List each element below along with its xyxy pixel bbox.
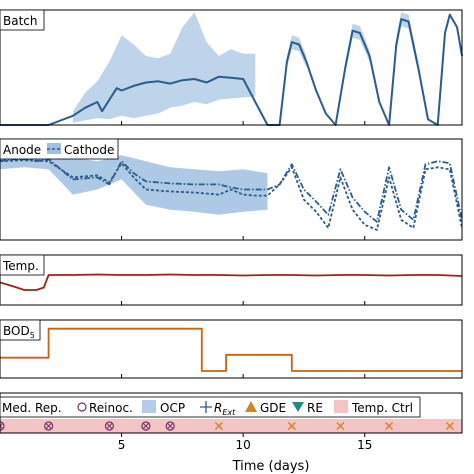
reinoc-cross-2 — [45, 423, 52, 429]
reinoc-marker-4 — [141, 421, 151, 431]
panels-group: Batch Anode Cathode Temp. BOD5 — [0, 9, 463, 379]
legend-ocp-swatch — [142, 400, 156, 413]
reinoc-marker-1 — [0, 421, 5, 431]
legend-gde-icon — [245, 401, 257, 412]
legend-label-med-rep: Med. Rep. — [2, 401, 62, 415]
reinoc-marker-5 — [165, 421, 175, 431]
legend-rext-icon — [200, 401, 212, 413]
gde-marker-1 — [214, 422, 223, 430]
series-line-1 — [0, 273, 463, 291]
events-panel: Med. Rep. Reinoc. OCP RExt GDE RE Temp. Ctrl — [0, 392, 463, 434]
legend-label-gde: GDE — [260, 401, 286, 415]
legend-label-reinoc: Reinoc. — [89, 401, 133, 415]
x-tick-label-3: 15 — [357, 438, 372, 452]
events-legend: Med. Rep. Reinoc. OCP RExt GDE RE Temp. Ctrl — [0, 396, 421, 418]
panel-4: BOD5 — [0, 319, 463, 379]
panel-label: Batch — [3, 14, 38, 28]
legend-label-cathode: Cathode — [64, 143, 114, 157]
gde-marker-4 — [385, 422, 394, 430]
reinoc-marker-3 — [104, 421, 115, 431]
series-line-2 — [0, 159, 463, 231]
gde-marker-2 — [287, 422, 296, 430]
uncertainty-band — [0, 153, 268, 215]
events-frame — [0, 392, 463, 434]
gde-marker-5 — [445, 422, 454, 430]
panel-label: Anode — [3, 143, 41, 157]
legend-tempctrl-swatch — [334, 400, 348, 413]
panel-frame — [0, 9, 463, 126]
legend-label-re: RE — [307, 401, 323, 415]
panel-1: Batch — [0, 9, 463, 126]
temp-ctrl-span — [0, 419, 462, 433]
legend-reinoc-icon — [77, 402, 87, 412]
panel-frame — [0, 254, 463, 306]
panel-label: Temp. — [2, 259, 39, 273]
x-tick-label-1: 5 — [118, 438, 126, 452]
reinoc-cross-1 — [0, 423, 3, 429]
legend-re-icon — [292, 402, 304, 412]
label-box — [0, 254, 45, 276]
legend-label-temp-ctrl: Temp. Ctrl — [351, 401, 413, 415]
label-box — [0, 319, 41, 341]
series-line-1 — [0, 327, 462, 372]
reinoc-cross-5 — [167, 423, 174, 429]
x-axis-label: Time (days) — [232, 459, 310, 474]
reinoc-cross-4 — [143, 423, 149, 429]
reinoc-cross-3 — [106, 423, 113, 429]
gde-marker-3 — [336, 422, 345, 430]
series-line-1 — [0, 13, 463, 126]
x-tick-label-2: 10 — [236, 438, 251, 452]
uncertainty-band — [72, 12, 256, 123]
panel-3: Temp. — [0, 254, 463, 306]
panel-frame — [0, 319, 463, 379]
x-axis: 5 10 15 Time (days) — [118, 433, 372, 474]
panel-label: BOD5 — [3, 324, 35, 340]
panel-2: Anode Cathode — [0, 138, 463, 241]
legend-label-ocp: OCP — [160, 401, 185, 415]
series-line-1 — [0, 158, 463, 223]
label-box — [0, 9, 45, 31]
panel-frame — [0, 138, 463, 241]
legend-label-rext-sub: Ext — [222, 408, 236, 417]
reinoc-marker-2 — [44, 421, 54, 431]
